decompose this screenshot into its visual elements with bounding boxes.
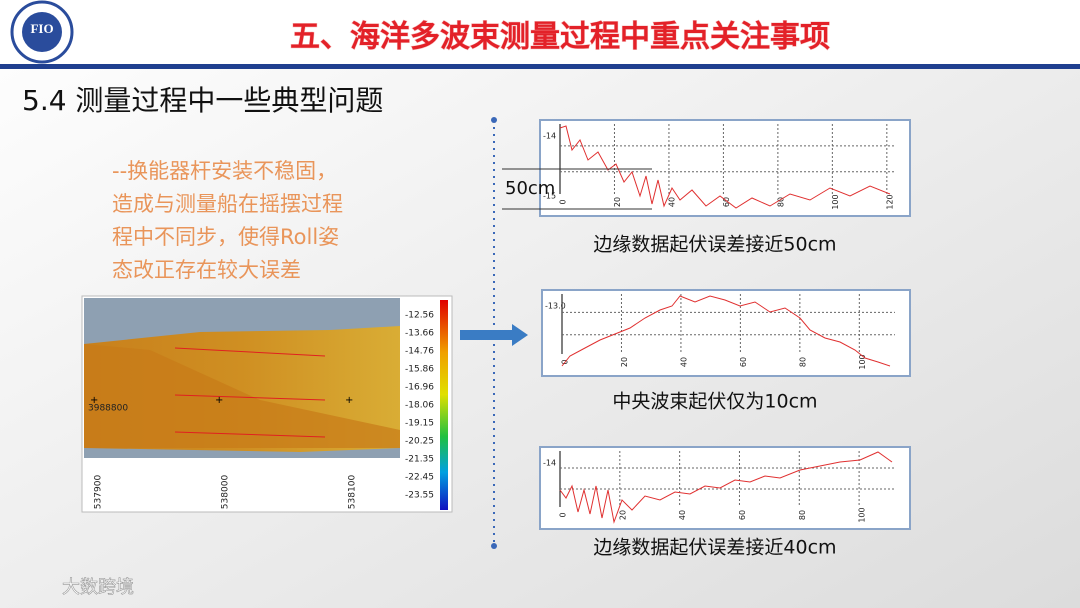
map-y-label: 3988800 <box>88 404 128 414</box>
map-cross: + <box>345 395 353 406</box>
profile-caption: 边缘数据起伏误差接近50cm <box>593 234 836 256</box>
map-x-label: 537900 <box>94 475 104 510</box>
profile-x-label: 0 <box>559 199 568 204</box>
colorbar-label: -19.15 <box>405 419 434 429</box>
profile-y-label: -15 <box>543 192 556 201</box>
map-cross: + <box>215 395 223 406</box>
profile-x-label: 20 <box>613 197 622 207</box>
section-title: 5.4 测量过程中一些典型问题 <box>22 84 383 117</box>
profile-y-label: -14 <box>543 459 556 468</box>
note-line: 态改正存在较大误差 <box>112 258 301 282</box>
note-line: --换能器杆安装不稳固， <box>112 159 337 183</box>
colorbar-label: -22.45 <box>405 473 434 483</box>
profile-x-label: 100 <box>831 194 840 209</box>
colorbar-label: -15.86 <box>405 365 434 375</box>
map-swath-shadow <box>84 344 400 448</box>
profile-x-label: 80 <box>798 510 807 520</box>
colorbar-label: -16.96 <box>405 383 434 393</box>
profile-x-label: 40 <box>678 510 687 520</box>
map-line <box>174 431 326 438</box>
profile-line <box>559 451 893 524</box>
note: --换能器杆安装不稳固， 造成与测量船在摇摆过程程中不同步，使得Roll姿态改正存… <box>112 159 343 282</box>
profile-x-label: 100 <box>858 507 867 522</box>
watermark: 大数跨境 <box>62 577 134 598</box>
colorbar-label: -18.06 <box>405 401 434 411</box>
annotation: 50cm <box>505 178 555 199</box>
map-line <box>174 347 326 357</box>
profile-x-label: 0 <box>559 512 568 517</box>
divider-dot <box>491 117 497 123</box>
profile-x-label: 20 <box>618 510 627 520</box>
profile-x-label: 120 <box>885 194 894 209</box>
divider-dot <box>491 543 497 549</box>
profile-x-label: 40 <box>679 357 688 367</box>
colorbar-label: -23.55 <box>405 491 434 501</box>
colorbar-label: -14.76 <box>405 347 434 357</box>
map-image: + + + <box>81 295 453 513</box>
colorbar-label: -21.35 <box>405 455 434 465</box>
profile-line <box>559 125 891 209</box>
profile-caption: 边缘数据起伏误差接近40cm <box>593 537 836 559</box>
profile-y-label: -14 <box>543 132 556 141</box>
colorbar-label: -20.25 <box>405 437 434 447</box>
map-axis-area <box>84 458 400 510</box>
profile-x-label: 60 <box>739 357 748 367</box>
header-bar <box>0 0 1080 64</box>
profile-x-label: 60 <box>722 197 731 207</box>
profile-x-label: 60 <box>738 510 747 520</box>
slide-title: 五、海洋多波束测量过程中重点关注事项 <box>290 20 830 55</box>
map-x-label: 538100 <box>348 475 358 510</box>
profile-x-label: 20 <box>620 357 629 367</box>
map-cross: + <box>90 395 98 406</box>
colorbar-label: -13.66 <box>405 329 434 339</box>
arrow <box>460 324 528 346</box>
profile-x-label: 40 <box>667 197 676 207</box>
logo-text: FIO <box>30 21 53 36</box>
logo-core <box>22 12 62 52</box>
profile-caption: 中央波束起伏仅为10cm <box>612 391 817 413</box>
colorbar <box>440 300 448 510</box>
colorbar-label: -12.56 <box>405 311 434 321</box>
profile-x-label: 100 <box>858 354 867 369</box>
profile-x-label: 80 <box>776 197 785 207</box>
map-labels: -12.56 -13.66 -14.76 -15.86 -16.96 -18.06 -19.… <box>88 311 434 510</box>
profile-y-label: -13.0 <box>545 302 566 311</box>
profile-x-label: 80 <box>798 357 807 367</box>
map-x-label: 538000 <box>221 475 231 510</box>
note-line: 程中不同步，使得Roll姿 <box>112 225 339 249</box>
header-rule <box>0 64 1080 69</box>
profile-frame <box>541 289 911 377</box>
note-line: 造成与测量船在摇摆过程 <box>112 192 343 216</box>
profile-line <box>561 295 891 367</box>
map-line <box>174 394 326 401</box>
